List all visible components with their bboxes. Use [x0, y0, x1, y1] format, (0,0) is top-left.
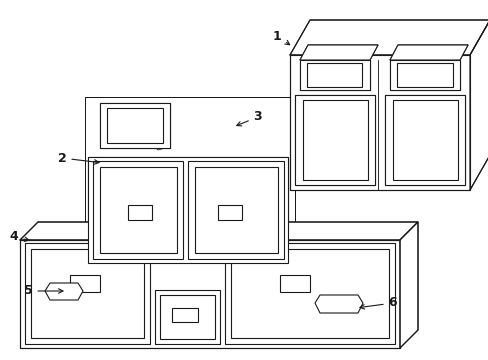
Polygon shape: [195, 167, 278, 253]
Polygon shape: [160, 295, 215, 339]
Polygon shape: [469, 20, 488, 190]
Polygon shape: [20, 240, 399, 348]
Polygon shape: [396, 63, 452, 87]
Polygon shape: [289, 55, 469, 190]
Polygon shape: [299, 45, 377, 60]
Text: 4: 4: [10, 230, 29, 243]
Polygon shape: [88, 157, 287, 263]
Polygon shape: [389, 60, 459, 90]
Polygon shape: [31, 249, 143, 338]
Polygon shape: [289, 20, 488, 55]
Polygon shape: [155, 290, 220, 344]
Polygon shape: [45, 283, 83, 300]
Polygon shape: [187, 161, 284, 259]
Polygon shape: [218, 205, 242, 220]
Polygon shape: [306, 63, 361, 87]
Polygon shape: [100, 103, 170, 148]
Polygon shape: [294, 95, 374, 185]
Polygon shape: [128, 205, 152, 220]
Polygon shape: [107, 108, 163, 143]
Polygon shape: [70, 275, 100, 292]
Text: 5: 5: [23, 284, 63, 297]
Polygon shape: [399, 222, 417, 348]
Polygon shape: [100, 167, 177, 253]
Polygon shape: [303, 100, 367, 180]
Polygon shape: [20, 222, 417, 240]
Polygon shape: [299, 60, 369, 90]
Text: 3: 3: [236, 111, 262, 126]
Polygon shape: [224, 243, 394, 344]
Text: 6: 6: [359, 297, 397, 310]
Polygon shape: [280, 275, 309, 292]
Polygon shape: [230, 249, 388, 338]
Text: 1: 1: [272, 30, 289, 45]
Polygon shape: [389, 45, 467, 60]
Text: 2: 2: [58, 152, 99, 165]
Polygon shape: [392, 100, 457, 180]
Polygon shape: [384, 95, 464, 185]
Polygon shape: [172, 308, 198, 322]
Polygon shape: [93, 161, 183, 259]
Polygon shape: [25, 243, 150, 344]
Polygon shape: [314, 295, 362, 313]
